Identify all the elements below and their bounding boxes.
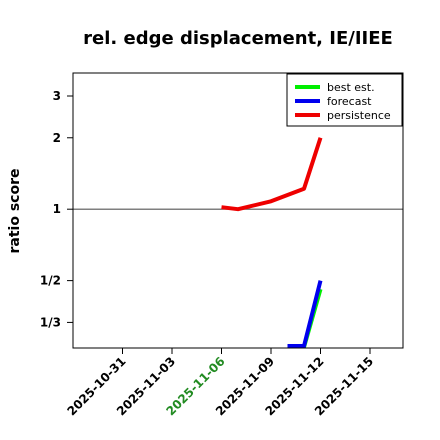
legend-entry-label: best est. bbox=[327, 81, 375, 94]
y-tick-label: 2 bbox=[53, 131, 61, 145]
plot-frame bbox=[72, 72, 404, 349]
y-tick-label: 3 bbox=[53, 89, 61, 103]
chart-title: rel. edge displacement, IE/IIEE bbox=[83, 28, 393, 49]
y-axis-label: ratio score bbox=[7, 169, 23, 254]
series-line-persistence bbox=[221, 137, 323, 212]
legend-entry-label: forecast bbox=[327, 95, 372, 108]
y-tick-label: 1/3 bbox=[40, 315, 61, 329]
series-line-forecast bbox=[287, 280, 323, 348]
legend-entry-label: persistence bbox=[327, 109, 391, 122]
series-group bbox=[221, 137, 323, 348]
y-tick-label: 1/2 bbox=[40, 274, 61, 288]
y-tick-label: 1 bbox=[53, 202, 61, 216]
